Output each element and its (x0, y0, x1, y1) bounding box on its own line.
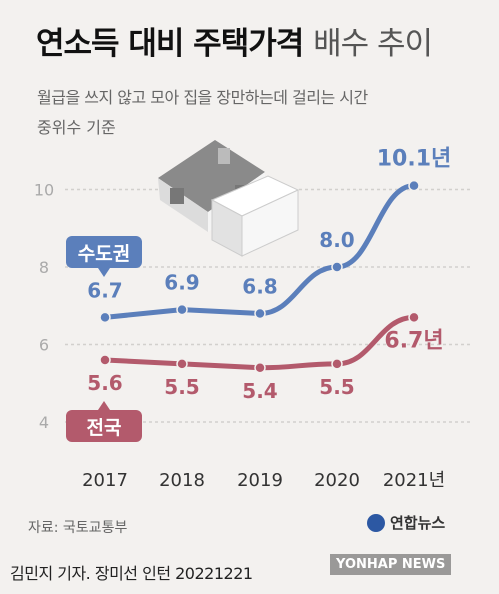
x-tick-label: 2017 (82, 470, 128, 491)
y-tick-label: 6 (39, 336, 49, 355)
x-axis-ticks: 2017 2018 2019 2020 2021년 (82, 470, 445, 491)
y-tick-label: 10 (34, 181, 54, 200)
y-tick-label: 4 (39, 413, 49, 432)
credit-line: 김민지 기자. 장미선 인턴 20221221 (10, 564, 253, 583)
data-label: 5.4 (242, 379, 277, 403)
data-point (408, 311, 420, 324)
data-point (176, 358, 188, 370)
data-label: 6.7년 (384, 328, 443, 353)
data-point (254, 362, 266, 374)
series-name-tag-1: 전국 (66, 401, 142, 442)
data-point (176, 303, 188, 316)
data-label: 10.1년 (377, 147, 452, 172)
x-tick-label: 2021년 (383, 470, 445, 491)
source-note: 자료: 국토교통부 (28, 520, 128, 536)
data-point (331, 261, 343, 273)
x-tick-label: 2018 (159, 470, 205, 491)
data-point (254, 307, 266, 320)
series-line-1 (102, 314, 417, 371)
chart-basis-note: 중위수 기준 (37, 118, 116, 137)
x-tick-label: 2019 (237, 470, 283, 491)
data-label: 5.5 (319, 375, 354, 399)
data-point (99, 311, 111, 324)
chart-title: 연소득 대비 주택가격 배수 추이 (36, 18, 433, 63)
data-label: 5.6 (87, 371, 122, 395)
logo-text: 연합뉴스 (390, 514, 446, 532)
data-point (408, 179, 420, 192)
watermark: YONHAP NEWS (330, 554, 452, 575)
data-label: 6.9 (164, 271, 199, 295)
series-name-label: 수도권 (78, 243, 130, 265)
title-bold: 연소득 대비 주택가격 (36, 26, 304, 62)
data-label: 6.7 (87, 278, 122, 302)
data-point (99, 354, 111, 366)
publisher-logo: 연합뉴스 (367, 512, 445, 533)
data-label: 5.5 (164, 375, 199, 399)
house-illustration (158, 140, 300, 257)
title-light: 배수 추이 (313, 26, 433, 62)
chart-subtitle: 월급을 쓰지 않고 모아 집을 장만하는데 걸리는 시간 (37, 88, 368, 107)
x-tick-label: 2020 (314, 470, 360, 491)
data-label: 8.0 (319, 228, 354, 252)
data-point (331, 358, 343, 370)
data-label: 6.8 (242, 275, 277, 299)
series-name-tag-0: 수도권 (66, 236, 142, 277)
series-name-label: 전국 (87, 417, 122, 439)
y-tick-label: 8 (39, 258, 49, 277)
logo-mark-icon (367, 513, 385, 532)
